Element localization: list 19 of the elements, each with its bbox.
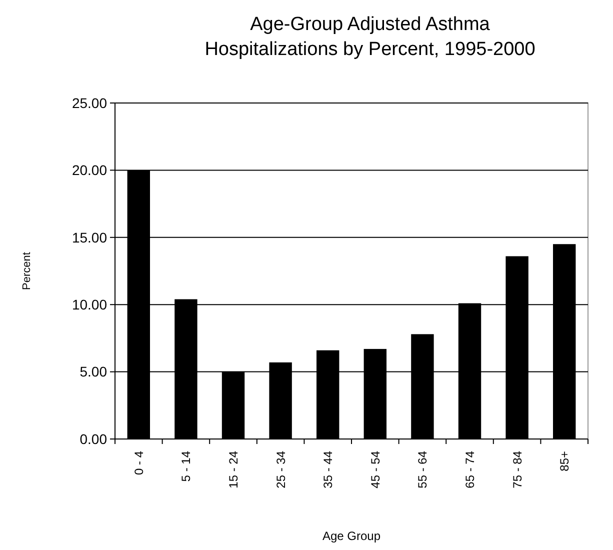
y-axis-title: Percent [21, 252, 33, 290]
y-tick-label: 0.00 [80, 430, 108, 447]
x-tick-label: 85+ [558, 451, 572, 472]
x-axis-title: Age Group [322, 529, 381, 543]
x-tick-label: 5 - 14 [179, 450, 194, 482]
y-tick-label: 5.00 [80, 364, 108, 380]
x-tick-label: 65 - 74 [462, 450, 477, 488]
y-tick-label: 15.00 [72, 229, 108, 246]
x-tick-label: 0 - 4 [132, 450, 146, 476]
y-tick-label: 10.00 [72, 296, 108, 312]
x-tick-label: 45 - 54 [368, 450, 382, 488]
chart-title: Age-Group Adjusted Asthma Hospitalizations by Percent, 1995-2000 [204, 14, 536, 60]
x-tick-label: 55 - 64 [416, 450, 430, 488]
x-tick-label: 75 - 84 [510, 450, 524, 488]
x-tick-label: 35 - 44 [321, 450, 336, 488]
y-tick-label: 25.00 [72, 94, 108, 111]
x-tick-label: 15 - 24 [226, 450, 240, 488]
x-tick-label: 25 - 34 [274, 450, 288, 488]
y-tick-label: 20.00 [72, 162, 108, 178]
